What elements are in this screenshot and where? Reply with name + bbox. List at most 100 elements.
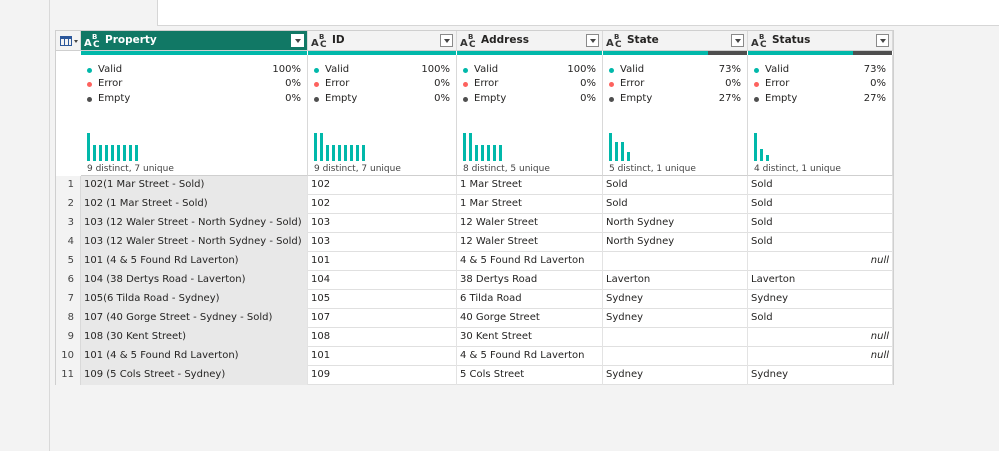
cell-address[interactable]: 5 Cols Street [457, 366, 603, 385]
table-row: 4 103 (12 Waler Street - North Sydney - S… [56, 233, 893, 252]
column-header-status[interactable]: A B C Status [748, 31, 893, 51]
profile-error-percent: 0% [285, 78, 301, 89]
cell-id[interactable]: 108 [308, 328, 457, 347]
histogram-bar [111, 145, 114, 161]
cell-status[interactable]: null [748, 347, 893, 366]
cell-state[interactable]: Sydney [603, 290, 748, 309]
cell-id[interactable]: 109 [308, 366, 457, 385]
row-number[interactable]: 2 [56, 195, 81, 214]
row-number[interactable]: 3 [56, 214, 81, 233]
cell-id[interactable]: 102 [308, 195, 457, 214]
cell-status[interactable]: Sold [748, 233, 893, 252]
cell-status[interactable]: Sold [748, 176, 893, 195]
cell-property[interactable]: 103 (12 Waler Street - North Sydney - So… [81, 233, 308, 252]
column-filter-dropdown-status[interactable] [876, 34, 889, 47]
cell-id[interactable]: 103 [308, 214, 457, 233]
table-options-button[interactable] [56, 31, 81, 51]
table-row: 5 101 (4 & 5 Found Rd Laverton) 101 4 & 5 F… [56, 252, 893, 271]
cell-id[interactable]: 104 [308, 271, 457, 290]
column-filter-dropdown-id[interactable] [440, 34, 453, 47]
profile-valid-row: Valid 73% [754, 63, 886, 77]
row-number[interactable]: 4 [56, 233, 81, 252]
column-header-state[interactable]: A B C State [603, 31, 748, 51]
profile-valid-row: Valid 73% [609, 63, 741, 77]
cell-id[interactable]: 101 [308, 252, 457, 271]
cell-property[interactable]: 104 (38 Dertys Road - Laverton) [81, 271, 308, 290]
cell-address[interactable]: 12 Waler Street [457, 214, 603, 233]
histogram-bar [754, 133, 757, 161]
cell-property[interactable]: 101 (4 & 5 Found Rd Laverton) [81, 252, 308, 271]
cell-address[interactable]: 38 Dertys Road [457, 271, 603, 290]
cell-status[interactable]: Sydney [748, 366, 893, 385]
cell-property[interactable]: 102 (1 Mar Street - Sold) [81, 195, 308, 214]
profile-error-label: Error [620, 78, 645, 89]
cell-state[interactable] [603, 328, 748, 347]
cell-status[interactable]: Sold [748, 214, 893, 233]
cell-id[interactable]: 102 [308, 176, 457, 195]
valid-dot-icon [87, 68, 92, 73]
column-filter-dropdown-property[interactable] [291, 34, 304, 47]
cell-status[interactable]: null [748, 252, 893, 271]
cell-property[interactable]: 103 (12 Waler Street - North Sydney - So… [81, 214, 308, 233]
column-filter-dropdown-address[interactable] [586, 34, 599, 47]
cell-property[interactable]: 101 (4 & 5 Found Rd Laverton) [81, 347, 308, 366]
cell-address[interactable]: 12 Waler Street [457, 233, 603, 252]
cell-address[interactable]: 1 Mar Street [457, 195, 603, 214]
cell-state[interactable] [603, 347, 748, 366]
row-number[interactable]: 11 [56, 366, 81, 385]
distinct-count-label: 9 distinct, 7 unique [314, 164, 401, 174]
row-number[interactable]: 5 [56, 252, 81, 271]
table-icon [60, 36, 72, 46]
cell-address[interactable]: 4 & 5 Found Rd Laverton [457, 252, 603, 271]
profile-error-label: Error [765, 78, 790, 89]
cell-address[interactable]: 30 Kent Street [457, 328, 603, 347]
cell-state[interactable]: Sold [603, 195, 748, 214]
cell-state[interactable]: Sydney [603, 309, 748, 328]
column-header-address[interactable]: A B C Address [457, 31, 603, 51]
cell-property[interactable]: 105(6 Tilda Road - Sydney) [81, 290, 308, 309]
column-header-property[interactable]: A B C Property [81, 31, 308, 51]
cell-status[interactable]: Laverton [748, 271, 893, 290]
cell-address[interactable]: 6 Tilda Road [457, 290, 603, 309]
profile-empty-label: Empty [765, 93, 798, 104]
cell-state[interactable]: Laverton [603, 271, 748, 290]
cell-state[interactable]: North Sydney [603, 233, 748, 252]
cell-id[interactable]: 105 [308, 290, 457, 309]
cell-address[interactable]: 40 Gorge Street [457, 309, 603, 328]
cell-state[interactable]: North Sydney [603, 214, 748, 233]
cell-property[interactable]: 107 (40 Gorge Street - Sydney - Sold) [81, 309, 308, 328]
cell-id[interactable]: 101 [308, 347, 457, 366]
cell-state[interactable]: Sold [603, 176, 748, 195]
row-number[interactable]: 6 [56, 271, 81, 290]
error-dot-icon [463, 82, 468, 87]
cell-state[interactable]: Sydney [603, 366, 748, 385]
row-number[interactable]: 9 [56, 328, 81, 347]
cell-property[interactable]: 102(1 Mar Street - Sold) [81, 176, 308, 195]
cell-property[interactable]: 109 (5 Cols Street - Sydney) [81, 366, 308, 385]
column-profile-state: Valid 73% Error 0% Empty 27% 5 distinct, 1 uni… [603, 55, 748, 176]
cell-status[interactable]: Sydney [748, 290, 893, 309]
row-number[interactable]: 10 [56, 347, 81, 366]
row-number[interactable]: 8 [56, 309, 81, 328]
column-header-id[interactable]: A B C ID [308, 31, 457, 51]
formula-bar[interactable] [157, 0, 999, 26]
cell-status[interactable]: null [748, 328, 893, 347]
cell-property[interactable]: 108 (30 Kent Street) [81, 328, 308, 347]
column-filter-dropdown-state[interactable] [731, 34, 744, 47]
profile-valid-percent: 100% [567, 64, 596, 75]
cell-status[interactable]: Sold [748, 195, 893, 214]
row-number[interactable]: 1 [56, 176, 81, 195]
row-number[interactable]: 7 [56, 290, 81, 309]
cell-id[interactable]: 103 [308, 233, 457, 252]
cell-state[interactable] [603, 252, 748, 271]
cell-address[interactable]: 4 & 5 Found Rd Laverton [457, 347, 603, 366]
cell-status[interactable]: Sold [748, 309, 893, 328]
cell-address[interactable]: 1 Mar Street [457, 176, 603, 195]
cell-id[interactable]: 107 [308, 309, 457, 328]
profile-valid-label: Valid [474, 64, 499, 75]
